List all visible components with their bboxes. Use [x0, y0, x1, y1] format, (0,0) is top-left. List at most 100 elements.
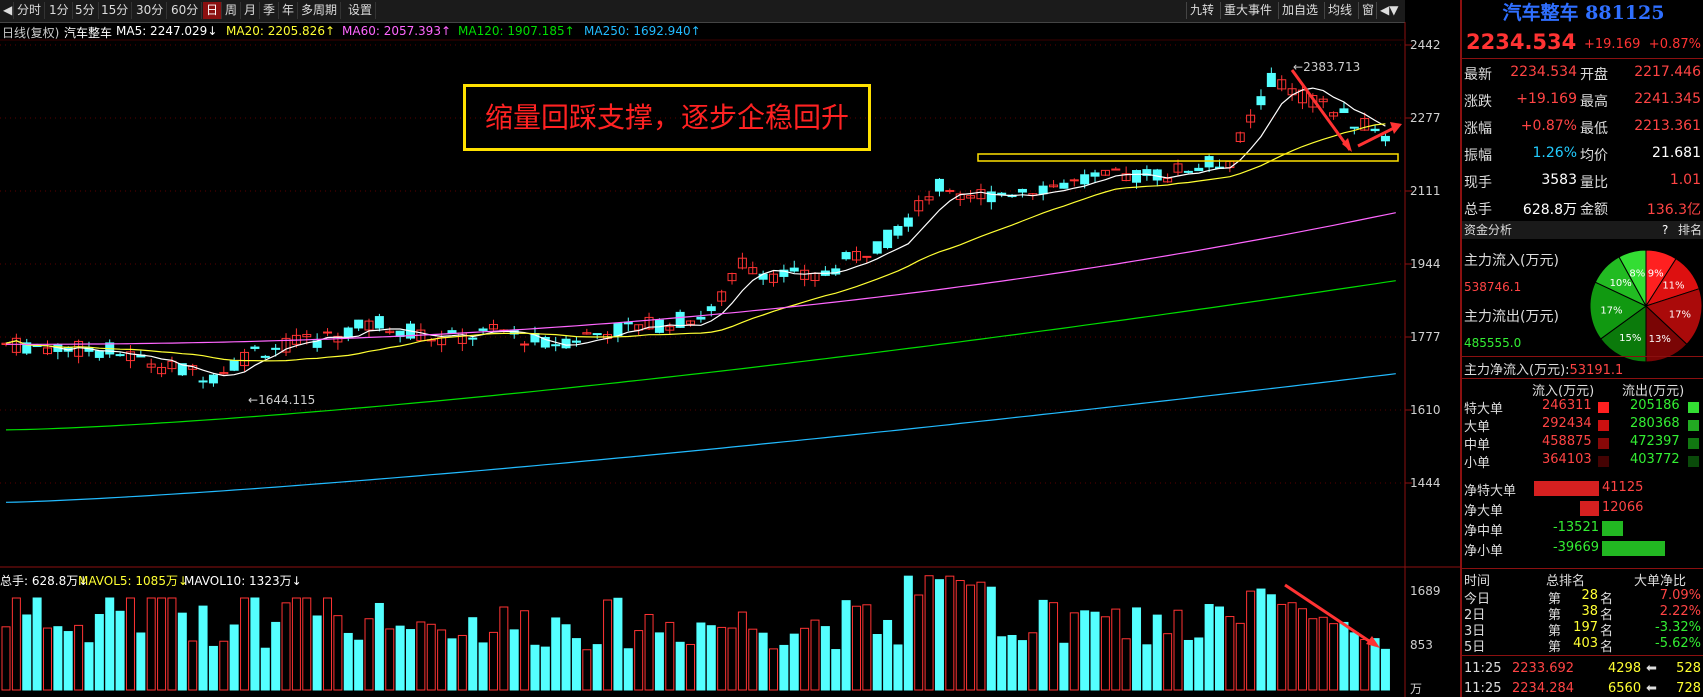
tab-month[interactable]: 月 [241, 2, 261, 19]
y-tick-label: 2111 [1410, 184, 1441, 198]
volume-bar [291, 597, 301, 691]
volume-bar [1225, 616, 1235, 691]
arrow-head [1366, 636, 1380, 648]
volume-bar [468, 617, 478, 691]
price-change-pct: +0.87% [1648, 37, 1701, 52]
quote-label: 振幅 [1464, 148, 1492, 164]
candle-body [748, 267, 758, 275]
quote-label: 现手 [1464, 175, 1492, 191]
menu-triangle-icon[interactable]: ◀ [0, 2, 14, 19]
flow-row-name: 特大单 [1464, 402, 1504, 417]
tab-year[interactable]: 年 [279, 2, 299, 19]
volume-bar [1173, 609, 1183, 691]
candle-body [1132, 170, 1142, 183]
tick-table: 11:25 2233.692 4298 ⬅ 528 11:25 2234.284 6560 ⬅ 7… [1462, 657, 1703, 697]
volume-bar [1360, 639, 1370, 691]
candle-body [478, 328, 488, 331]
volume-bar [1090, 611, 1100, 691]
volume-bar [831, 649, 841, 691]
candle-body [1277, 79, 1287, 90]
ma60-line [6, 212, 1396, 345]
volume-bar [1277, 603, 1287, 691]
last-price: 2234.534 [1466, 30, 1577, 54]
quote-label: 涨跌 [1464, 94, 1492, 110]
candle-body [934, 178, 944, 192]
tick-time: 11:25 [1464, 661, 1502, 676]
window-button[interactable]: 窗 [1358, 2, 1377, 19]
ma-button[interactable]: 均线 [1324, 2, 1355, 19]
candle-body [94, 350, 104, 358]
quote-value: 1.26% [1532, 145, 1577, 161]
candle-body [208, 374, 218, 384]
tab-settings[interactable]: 设置 [345, 2, 377, 19]
candle-body [966, 195, 976, 199]
candle-body [893, 226, 903, 236]
volume-bar [229, 624, 239, 691]
flow-row-name: 小单 [1464, 456, 1491, 471]
pie-slice [1645, 288, 1703, 346]
net-value: 41125 [1602, 480, 1644, 495]
tab-5min[interactable]: 5分 [72, 2, 99, 19]
volume-bar [737, 611, 747, 691]
volume-bar [323, 597, 333, 691]
tab-day[interactable]: 日 [203, 2, 223, 19]
y-tick-label: 1610 [1410, 403, 1441, 417]
flow-out-swatch [1688, 436, 1699, 451]
tab-15min[interactable]: 15分 [98, 2, 133, 19]
candle-body [1059, 182, 1069, 189]
volume-bar [748, 628, 758, 691]
rank-head-total: 总排名 [1546, 574, 1586, 589]
volume-bar [177, 612, 187, 691]
candle-body [800, 269, 810, 280]
volume-bar [499, 606, 509, 691]
pie-slice [1599, 305, 1647, 363]
tab-multi-period[interactable]: 多周期 [298, 2, 342, 19]
volume-bar [986, 586, 996, 691]
ma60-label: MA60: 2057.393↑ [342, 24, 452, 38]
tab-fenshi[interactable]: 分时 [14, 2, 46, 19]
flow-out-value: 403772 [1630, 452, 1680, 467]
candle-body [592, 333, 602, 336]
tab-season[interactable]: 季 [260, 2, 280, 19]
volume-bar [260, 647, 270, 691]
candle-body [903, 217, 913, 227]
tab-30min[interactable]: 30分 [133, 2, 168, 19]
candle-body [1111, 168, 1121, 171]
help-icon[interactable]: ? [1662, 223, 1669, 237]
flow-row-name: 大单 [1464, 420, 1491, 435]
tab-1min[interactable]: 1分 [46, 2, 73, 19]
candle-body [758, 273, 768, 280]
candle-body [22, 342, 32, 354]
candle-body [1380, 135, 1390, 142]
volume-bar [343, 632, 353, 691]
candle-body [1339, 108, 1349, 114]
tick-arrow-icon: ⬅ [1646, 681, 1657, 696]
candle-body [851, 251, 861, 261]
major-events-button[interactable]: 重大事件 [1220, 2, 1275, 19]
volume-bar [665, 621, 675, 691]
net-flow-table: 净特大单 41125 净大单 12066 净中单 -13521 净小单 -39669 [1462, 480, 1703, 570]
jiuzhuan-button[interactable]: 九转 [1186, 2, 1217, 19]
candle-body [260, 355, 270, 358]
low-price-label: ←1644.115 [248, 393, 316, 407]
switch-icon[interactable]: ◀▼ [1376, 2, 1401, 19]
volume-bar [634, 630, 644, 691]
volume-bar [1028, 632, 1038, 691]
candle-body [872, 241, 882, 254]
rank-button[interactable]: 排名 [1678, 223, 1703, 237]
price-change: +19.169 [1584, 37, 1641, 52]
rank-prefix: 第 [1548, 608, 1562, 623]
candle-body [1069, 179, 1079, 182]
candle-body [1318, 98, 1328, 103]
flow-in-value: 246311 [1542, 398, 1592, 413]
tab-60min[interactable]: 60分 [168, 2, 203, 19]
volume-bar [914, 594, 924, 691]
tick-price: 2234.284 [1512, 681, 1575, 696]
tab-week[interactable]: 周 [222, 2, 242, 19]
add-watchlist-button[interactable]: 加自选 [1278, 2, 1321, 19]
vol-unit-label: 万 [1410, 682, 1423, 696]
candle-body [520, 343, 530, 346]
candlestick-chart[interactable] [0, 0, 1460, 697]
ma120-line [5, 280, 1396, 431]
candle-body [779, 269, 789, 277]
